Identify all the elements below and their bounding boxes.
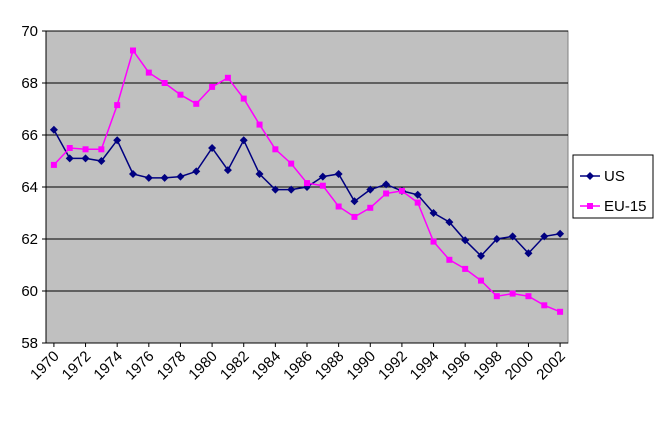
point [98,146,105,153]
point [97,157,106,165]
point [477,251,485,260]
y-tick-label: 64 [21,179,38,196]
point [113,136,122,145]
point [335,203,342,210]
point [318,172,327,181]
x-tick-label: 1976 [122,348,158,384]
point [177,91,184,98]
point [193,100,200,107]
point [508,232,517,241]
point [414,199,421,206]
point [160,173,169,182]
point [445,218,454,227]
point [271,185,280,194]
point [319,182,326,189]
x-tick-label: 1998 [470,348,506,384]
point [272,146,279,153]
x-tick-label: 1984 [249,348,285,384]
point [304,180,310,187]
legend-box [572,154,654,219]
point [114,102,121,109]
point [239,136,248,145]
point [145,69,152,76]
point [50,161,57,168]
y-tick-label: 60 [21,283,38,300]
x-tick-label: 1996 [438,348,474,384]
point [382,180,391,189]
point [525,293,532,300]
y-tick-label: 66 [21,127,38,144]
x-tick-label: 1986 [280,348,316,384]
x-tick-label: 1974 [90,348,126,384]
point [66,145,73,151]
x-tick-label: 2000 [502,348,538,384]
point [351,213,358,220]
point [540,232,549,241]
legend-marker [586,172,594,180]
y-tick-label: 70 [21,23,38,40]
point [129,170,137,178]
point [287,185,296,194]
point [430,238,437,245]
x-tick-label: 1988 [312,348,348,384]
point [240,95,247,102]
point [509,290,516,297]
point [144,173,153,182]
point [208,144,217,152]
x-tick-label: 1980 [185,348,221,384]
legend-label: US [604,168,625,185]
x-tick-label: 1970 [27,348,63,384]
x-tick-label: 1990 [343,348,379,384]
point [383,190,390,197]
point [256,121,263,128]
point [446,256,453,263]
point [176,172,185,181]
point [413,190,422,199]
point [224,74,231,81]
x-tick-label: 1982 [217,348,253,384]
point [49,125,58,134]
point [541,302,548,309]
y-tick-label: 68 [21,75,38,92]
point [192,167,201,176]
x-tick-label: 1994 [407,348,443,384]
point [334,170,343,178]
x-tick-label: 1992 [375,348,411,384]
point [557,308,564,315]
point [350,197,359,206]
point [493,293,500,300]
point [492,235,501,243]
y-tick-label: 62 [21,231,38,248]
point [524,249,533,258]
point [82,146,89,153]
point [398,187,405,194]
point [478,277,484,284]
x-tick-label: 1972 [59,348,95,384]
point [429,209,438,217]
y-tick-label: 58 [21,335,38,352]
point [81,154,90,163]
point [65,154,74,163]
point [367,204,374,211]
point [130,47,136,54]
x-tick-label: 2002 [533,348,569,384]
point [209,83,216,90]
point [255,170,264,178]
legend-marker [587,203,593,209]
point [462,265,469,272]
point [161,80,168,86]
point [223,166,232,175]
legend-label: EU-15 [604,198,647,215]
point [288,160,295,167]
x-tick-label: 1978 [154,348,190,384]
point [556,229,565,238]
point [366,185,375,194]
point [461,236,470,245]
